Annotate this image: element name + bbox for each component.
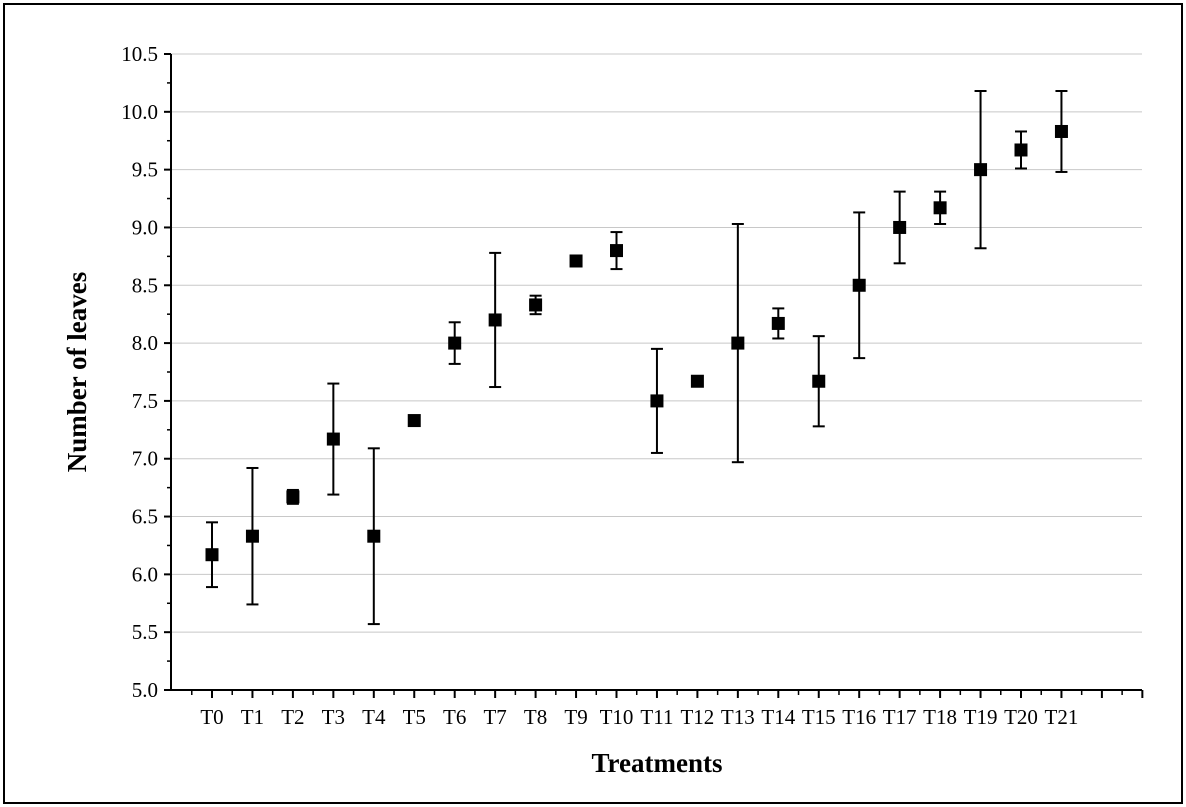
- x-tick-label: T17: [883, 705, 917, 729]
- x-tick-label: T10: [600, 705, 634, 729]
- data-point-group: [448, 321, 462, 365]
- y-axis-label: Number of leaves: [62, 272, 92, 472]
- data-point-marker: [529, 298, 543, 312]
- data-point-group: [1014, 130, 1028, 170]
- data-point-group: [610, 231, 623, 271]
- data-point-marker: [488, 313, 502, 327]
- y-tick-label: 10.0: [121, 100, 158, 124]
- x-tick-label: T1: [241, 705, 264, 729]
- x-tick-labels: T0 T1 T2 T3 T4 T5 T6 T7 T8 T9 T10 T11 T12 T13 T14 T15 T1…: [200, 705, 1078, 729]
- data-point-marker: [852, 278, 866, 292]
- data-point-marker: [407, 414, 421, 428]
- data-point-marker: [731, 336, 745, 350]
- x-tick-label: T15: [802, 705, 836, 729]
- data-point-group: [771, 307, 785, 340]
- x-axis-label: Treatments: [592, 748, 723, 778]
- data-point-group: [933, 190, 947, 225]
- data-point-marker: [812, 374, 826, 388]
- data-point-marker: [286, 490, 300, 504]
- data-point-marker: [690, 374, 704, 388]
- y-tick-label: 5.5: [132, 620, 158, 644]
- data-point-marker: [448, 336, 462, 350]
- data-point-group: [893, 190, 907, 265]
- data-point-group: [407, 414, 421, 428]
- x-tick-label: T3: [322, 705, 345, 729]
- grid-lines: [171, 53, 1142, 633]
- y-tick-label: 5.0: [132, 678, 158, 702]
- x-tick-label: T12: [680, 705, 714, 729]
- data-point-group: [488, 251, 502, 389]
- data-point-marker: [771, 316, 785, 330]
- data-point-group: [690, 374, 704, 388]
- y-tick-label: 6.5: [132, 505, 158, 529]
- axes: [164, 53, 1144, 698]
- x-tick-label: T9: [564, 705, 587, 729]
- x-tick-label: T11: [640, 705, 673, 729]
- y-tick-label: 7.0: [132, 447, 158, 471]
- chart-frame: [3, 3, 1183, 804]
- data-point-marker: [245, 529, 259, 543]
- data-point-marker: [1054, 124, 1068, 138]
- data-point-group: [852, 211, 866, 360]
- data-point-group: [812, 335, 826, 428]
- data-point-marker: [205, 548, 219, 562]
- data-point-marker: [326, 432, 340, 446]
- data-point-group: [569, 254, 583, 268]
- x-tick-label: T16: [842, 705, 876, 729]
- x-tick-label: T19: [964, 705, 998, 729]
- data-point-marker: [569, 254, 583, 268]
- data-point-group: [245, 466, 259, 606]
- data-point-group: [326, 382, 340, 496]
- x-tick-label: T14: [761, 705, 795, 729]
- data-point-group: [1054, 90, 1068, 173]
- y-tick-labels: 5.0 5.5 6.0 6.5 7.0 7.5 8.0 8.5 9.0 9.5 10.0 10.5: [121, 42, 158, 702]
- x-tick-label: T2: [281, 705, 304, 729]
- data-point-marker: [650, 394, 664, 408]
- x-tick-label: T20: [1004, 705, 1038, 729]
- data-point-marker: [974, 163, 988, 177]
- y-tick-label: 6.0: [132, 562, 158, 586]
- y-tick-label: 10.5: [121, 42, 158, 66]
- data-point-marker: [933, 201, 947, 215]
- y-tick-label: 9.0: [132, 215, 158, 239]
- data-point-group: [286, 488, 300, 505]
- y-tick-label: 8.0: [132, 331, 158, 355]
- data-point-marker: [610, 244, 623, 258]
- data-point-group: [205, 521, 219, 589]
- data-point-group: [650, 347, 664, 454]
- x-tick-label: T13: [721, 705, 755, 729]
- data-points: [205, 90, 1068, 626]
- y-tick-label: 9.5: [132, 158, 158, 182]
- x-tick-label: T5: [403, 705, 426, 729]
- x-tick-label: T0: [200, 705, 223, 729]
- x-tick-label: T6: [443, 705, 466, 729]
- y-tick-label: 8.5: [132, 273, 158, 297]
- data-point-group: [367, 447, 381, 626]
- x-tick-label: T7: [483, 705, 506, 729]
- data-point-group: [529, 294, 543, 316]
- x-tick-label: T18: [923, 705, 957, 729]
- x-tick-label: T8: [524, 705, 547, 729]
- data-point-group: [731, 222, 745, 464]
- data-point-group: [974, 90, 988, 250]
- data-point-marker: [1014, 143, 1028, 157]
- x-tick-label: T21: [1045, 705, 1079, 729]
- data-point-marker: [893, 220, 907, 234]
- x-tick-label: T4: [362, 705, 386, 729]
- y-tick-label: 7.5: [132, 389, 158, 413]
- data-point-marker: [367, 529, 381, 543]
